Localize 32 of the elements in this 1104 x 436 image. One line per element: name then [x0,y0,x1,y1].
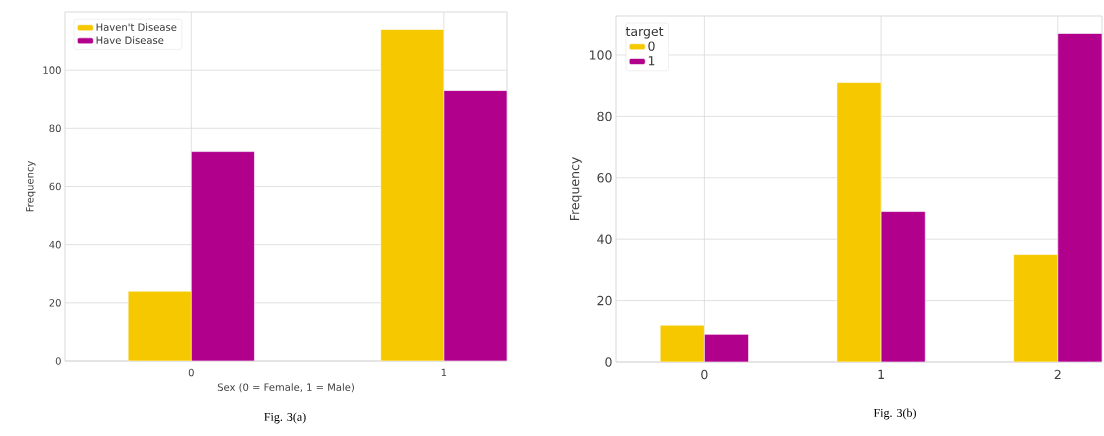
legend-label: 0 [648,41,655,51]
y-axis-title: Frequency [26,160,36,212]
legend-title: target [625,27,664,39]
y-tick-label: 20 [49,299,61,307]
y-tick-label: 60 [49,182,61,191]
y-tick-label: 40 [597,234,612,244]
x-tick-label: 0 [701,369,708,380]
x-axis-title: Sex (0 = Female, 1 = Male) [217,383,354,393]
y-tick-label: 80 [597,111,612,122]
caption: Fig. 3(b) [873,408,916,420]
legend-label: Haven't Disease [96,23,177,31]
bar [443,90,507,361]
bar [836,82,882,362]
x-tick-label: 0 [188,368,194,377]
x-tick-label: 2 [1054,369,1061,380]
y-tick-label: 20 [597,295,612,306]
bar [659,324,705,362]
y-tick-label: 80 [49,124,61,133]
legend-label: Have Disease [96,36,164,45]
y-tick-label: 60 [597,173,612,183]
caption: Fig. 3(a) [264,412,306,424]
bar [1013,254,1059,362]
y-tick-label: 0 [605,357,612,367]
y-tick-label: 0 [55,357,61,365]
y-tick-label: 100 [589,50,612,60]
x-tick-label: 1 [441,368,447,377]
legend-label: 1 [648,56,655,66]
y-tick-label: 100 [43,66,61,74]
x-tick-label: 1 [878,369,884,379]
y-tick-label: 40 [49,240,61,249]
bar [191,151,255,361]
y-axis-title: Frequency [570,157,582,221]
